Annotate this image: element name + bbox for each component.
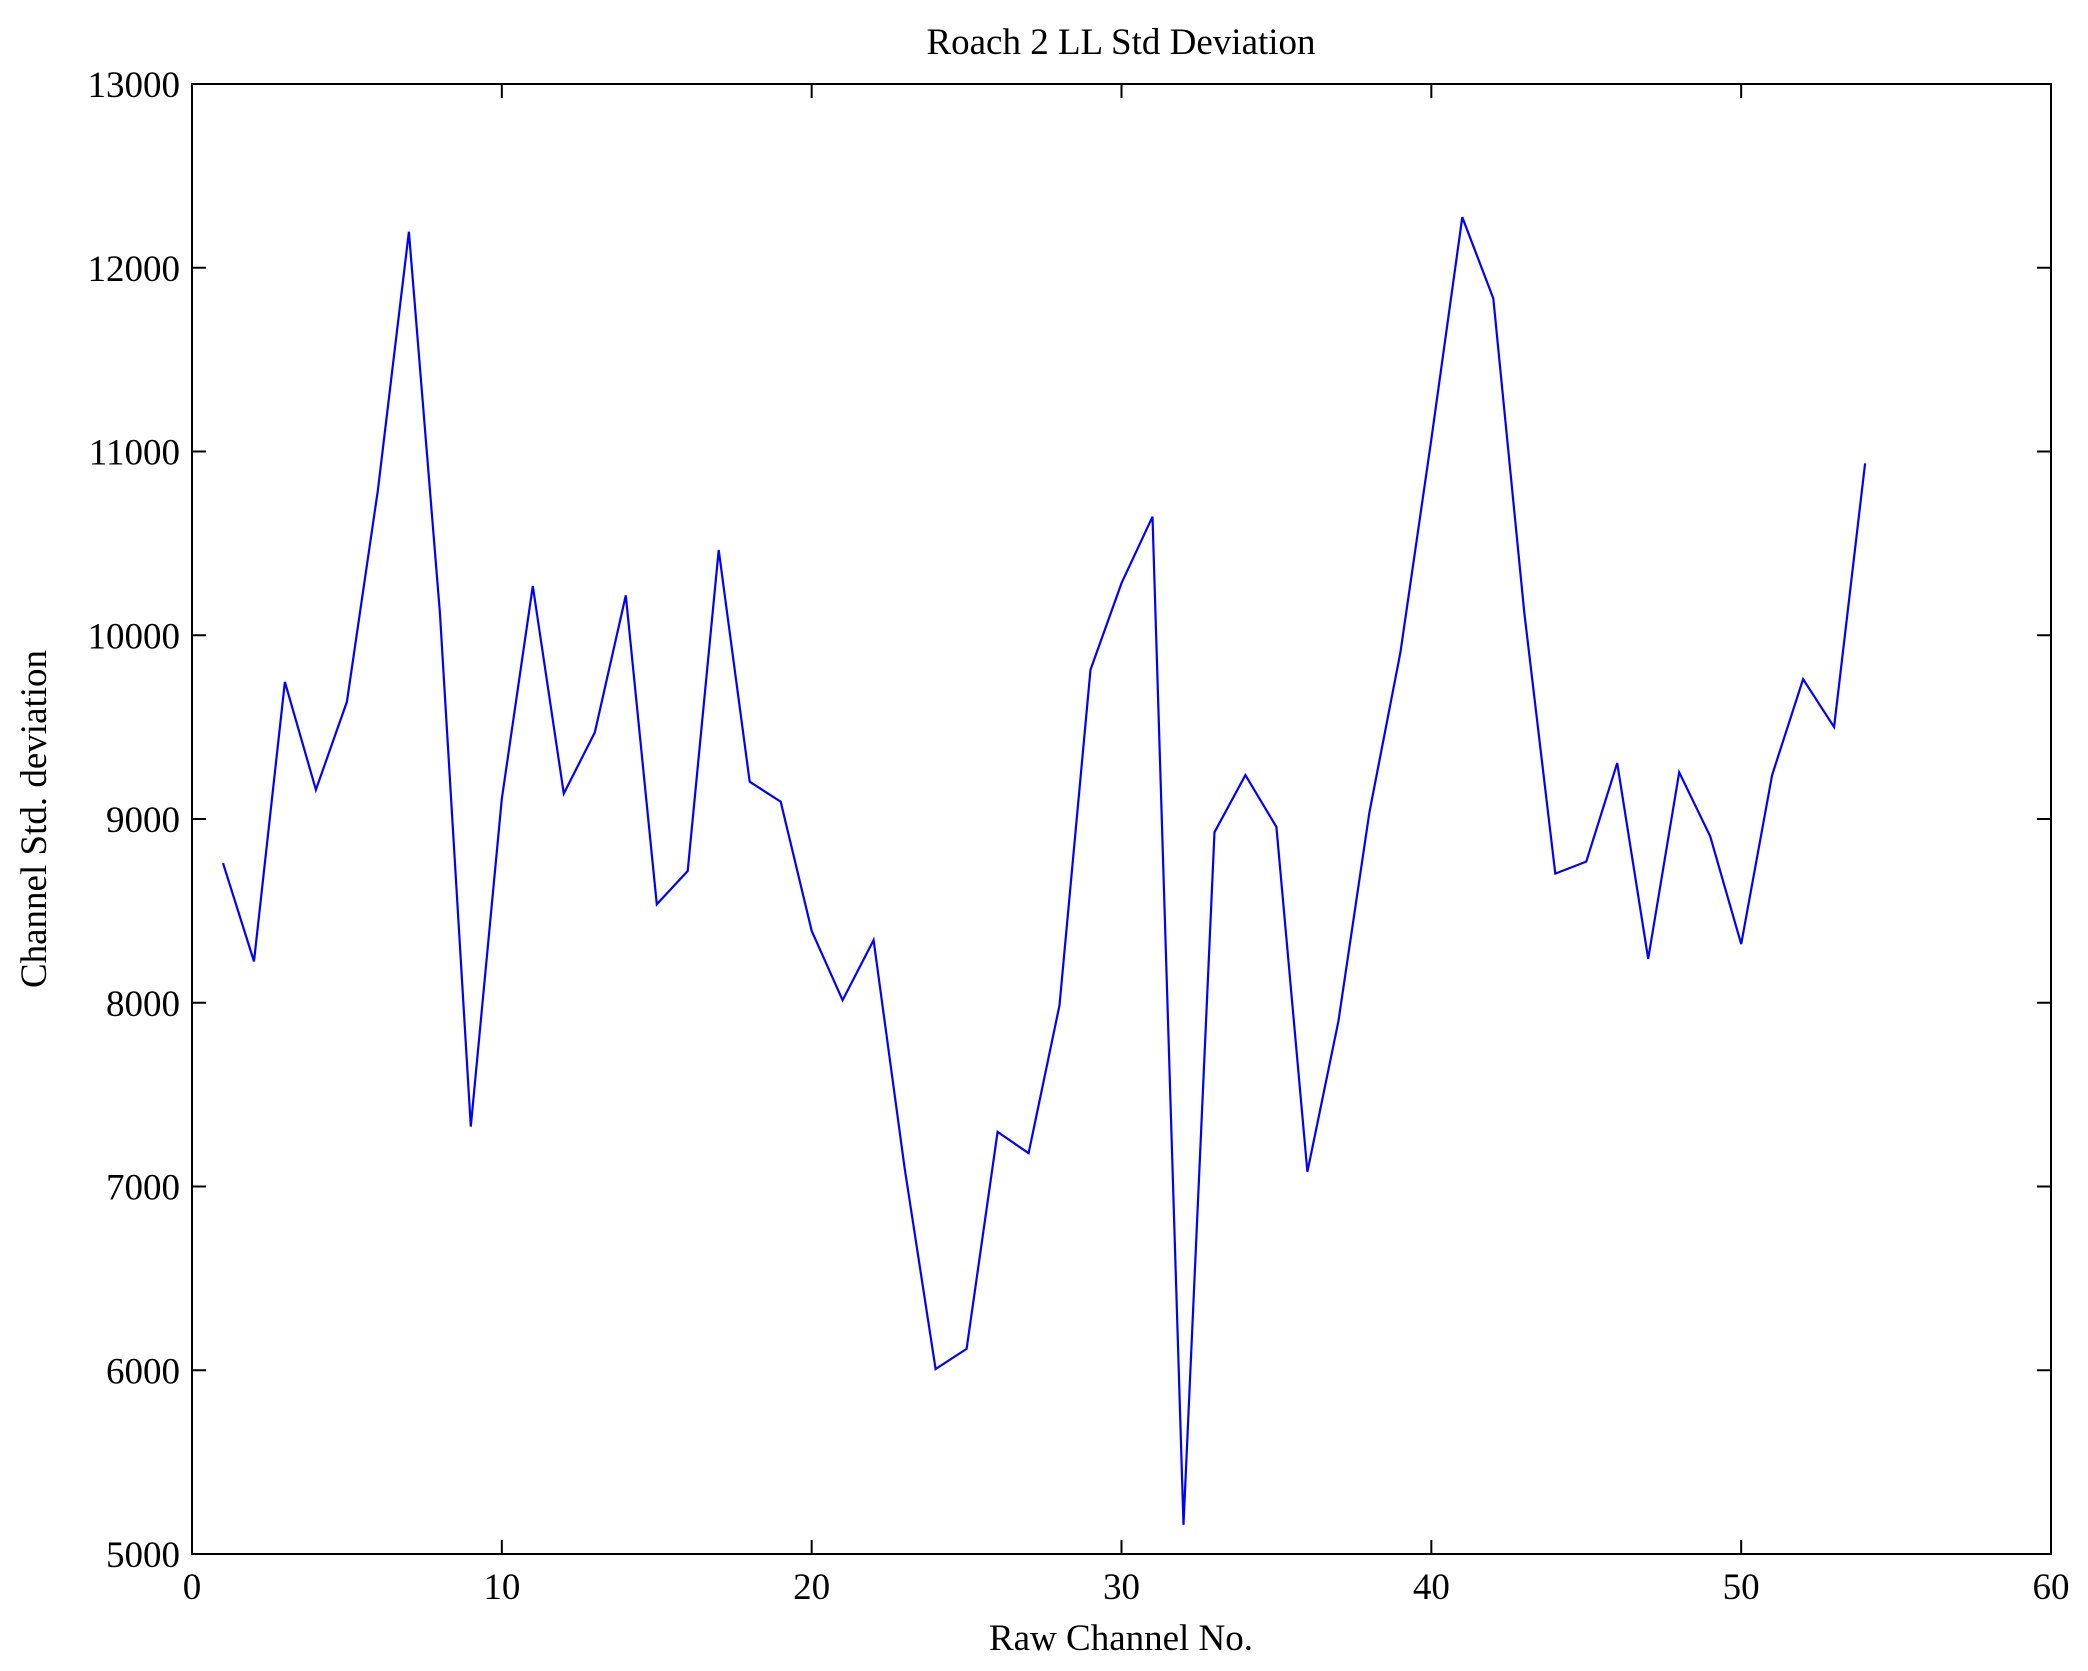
y-tick-label: 12000 <box>88 249 181 290</box>
y-tick-label: 8000 <box>106 984 180 1025</box>
x-tick-label: 0 <box>183 1567 202 1608</box>
y-tick-label: 5000 <box>106 1535 180 1576</box>
plot-frame <box>191 83 2052 1555</box>
y-tick-label: 9000 <box>106 800 180 841</box>
x-tick-label: 10 <box>483 1567 520 1608</box>
x-tick-label: 60 <box>2033 1567 2070 1608</box>
y-tick-label: 7000 <box>106 1168 180 1209</box>
chart-title: Roach 2 LL Std Deviation <box>926 22 1315 63</box>
x-tick-label: 30 <box>1103 1567 1140 1608</box>
y-axis-label: Channel Std. deviation <box>14 650 55 988</box>
y-tick-label: 6000 <box>106 1351 180 1392</box>
y-tick-label: 11000 <box>89 433 180 474</box>
series-line-ll <box>221 216 1867 1525</box>
y-tick-label: 10000 <box>88 616 181 657</box>
x-axis-label: Raw Channel No. <box>989 1618 1253 1659</box>
y-tick-label: 13000 <box>88 65 181 106</box>
x-tick-label: 20 <box>793 1567 830 1608</box>
x-tick-label: 40 <box>1413 1567 1450 1608</box>
x-tick-label: 50 <box>1723 1567 1760 1608</box>
